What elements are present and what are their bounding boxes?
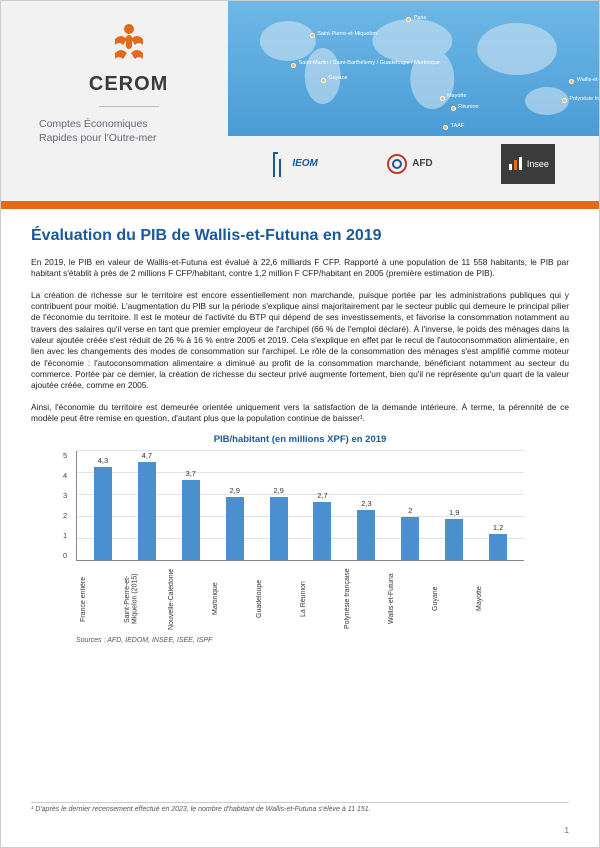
- map-marker-label: Saint-Pierre-et-Miquelon: [317, 31, 377, 37]
- x-label: Wallis-et-Futuna: [388, 565, 432, 633]
- partner-afd-label: AFD: [412, 158, 433, 169]
- bar-wrap: 1,2: [476, 451, 520, 560]
- bar: [270, 497, 288, 560]
- ieom-icon: [272, 149, 288, 179]
- bar-value-label: 1,9: [449, 508, 459, 517]
- subtitle-line1: Comptes Économiques: [39, 118, 148, 130]
- bar-wrap: 3,7: [169, 451, 213, 560]
- page-number: 1: [565, 826, 569, 835]
- map-marker-label: Paris: [414, 15, 427, 21]
- x-label: France entière: [80, 565, 124, 633]
- bar-wrap: 2,9: [257, 451, 301, 560]
- paragraph-1: En 2019, le PIB en valeur de Wallis-et-F…: [31, 257, 569, 280]
- paragraph-2: La création de richesse sur le territoir…: [31, 290, 569, 392]
- bar: [401, 517, 419, 561]
- afd-icon: [386, 153, 408, 175]
- map-marker: [440, 96, 445, 101]
- bar-value-label: 2,9: [273, 486, 283, 495]
- world-map-svg: [228, 1, 599, 136]
- y-tick: 0: [63, 551, 67, 560]
- x-label: Mayotte: [476, 565, 520, 633]
- article-title: Évaluation du PIB de Wallis-et-Futuna en…: [31, 227, 569, 245]
- x-label: La Réunion: [300, 565, 344, 633]
- x-label: Saint-Pierre-et-Miquelon (2015): [124, 565, 168, 633]
- map-marker-label: TAAF: [451, 123, 465, 129]
- divider: [99, 106, 159, 107]
- map-marker-label: Mayotte: [447, 93, 467, 99]
- bar-value-label: 4,7: [142, 451, 152, 460]
- y-tick: 2: [63, 511, 67, 520]
- y-axis: 0 1 2 3 4 5: [63, 451, 67, 560]
- bar: [138, 462, 156, 560]
- bar-value-label: 2,9: [229, 486, 239, 495]
- bar-chart: 012345 4,34,73,72,92,92,72,321,91,2: [76, 451, 524, 561]
- header-subtitle: Comptes Économiques Rapides pour l'Outre…: [29, 117, 228, 145]
- x-label: Martinique: [212, 565, 256, 633]
- header-right: Paris Saint-Pierre-et-Miquelon Saint-Marti…: [228, 1, 599, 201]
- bar-value-label: 1,2: [493, 523, 503, 532]
- map-marker-label: Saint-Martin / Saint-Barthélemy / Guadel…: [299, 60, 440, 66]
- y-tick: 4: [63, 471, 67, 480]
- paragraph-3: Ainsi, l'économie du territoire est deme…: [31, 402, 569, 425]
- bar: [445, 519, 463, 560]
- bar: [94, 467, 112, 561]
- world-map: Paris Saint-Pierre-et-Miquelon Saint-Marti…: [228, 1, 599, 136]
- chart-container: PIB/habitant (en millions XPF) en 2019 0…: [31, 434, 569, 644]
- partner-ieom: IEOM: [272, 149, 318, 179]
- article: Évaluation du PIB de Wallis-et-Futuna en…: [1, 209, 599, 644]
- partner-logos: IEOM AFD Insee: [228, 136, 599, 191]
- bar-value-label: 2,3: [361, 499, 371, 508]
- partner-insee-label: Insee: [527, 159, 549, 169]
- map-marker: [451, 106, 456, 111]
- bar: [357, 510, 375, 560]
- bar-wrap: 2,9: [213, 451, 257, 560]
- y-tick: 3: [63, 491, 67, 500]
- insee-icon: [507, 156, 525, 172]
- cerom-logo: [29, 19, 228, 67]
- subtitle-line2: Rapides pour l'Outre-mer: [39, 132, 157, 144]
- y-tick: 5: [63, 451, 67, 460]
- org-name: CEROM: [29, 73, 228, 96]
- map-marker-label: Guyane: [328, 75, 347, 81]
- x-label: Polynésie française: [344, 565, 388, 633]
- bar: [226, 497, 244, 560]
- x-label: Guadeloupe: [256, 565, 300, 633]
- cerom-logo-icon: [103, 19, 155, 67]
- bar-wrap: 1,9: [432, 451, 476, 560]
- bar-value-label: 3,7: [186, 469, 196, 478]
- orange-separator: [1, 201, 599, 209]
- partner-insee: Insee: [501, 144, 555, 184]
- header-left: CEROM Comptes Économiques Rapides pour l…: [1, 1, 228, 201]
- bar-wrap: 2: [388, 451, 432, 560]
- partner-ieom-label: IEOM: [292, 158, 318, 169]
- map-marker: [321, 78, 326, 83]
- bar: [182, 480, 200, 561]
- bar-wrap: 2,7: [301, 451, 345, 560]
- map-marker-label: Wallis-et-Futuna: [577, 77, 599, 83]
- bar-value-label: 4,3: [98, 456, 108, 465]
- map-marker-label: Réunion: [458, 104, 479, 110]
- bar-wrap: 4,7: [125, 451, 169, 560]
- chart-title: PIB/habitant (en millions XPF) en 2019: [76, 434, 524, 445]
- bar-value-label: 2,7: [317, 491, 327, 500]
- bar-wrap: 4,3: [81, 451, 125, 560]
- partner-afd: AFD: [386, 153, 433, 175]
- map-marker-label: Polynésie française / Nouvelle-Calédonie: [569, 96, 599, 102]
- x-axis-labels: France entièreSaint-Pierre-et-Miquelon (…: [76, 561, 524, 633]
- y-tick: 1: [63, 531, 67, 540]
- x-label: Nouvelle-Calédonie: [168, 565, 212, 633]
- bars-group: 4,3 4,7 3,7 2,9 2,9 2,7 2,3 2 1,9 1,2: [77, 451, 524, 560]
- chart-sources: Sources : AFD, IEDOM, INSEE, ISEE, ISPF: [76, 637, 524, 644]
- bar: [489, 534, 507, 560]
- bar-wrap: 2,3: [344, 451, 388, 560]
- bar: [313, 502, 331, 561]
- footnote: ¹ D'après le dernier recensement effectu…: [31, 802, 569, 813]
- header: CEROM Comptes Économiques Rapides pour l…: [1, 1, 599, 201]
- bar-value-label: 2: [408, 506, 412, 515]
- x-label: Guyane: [432, 565, 476, 633]
